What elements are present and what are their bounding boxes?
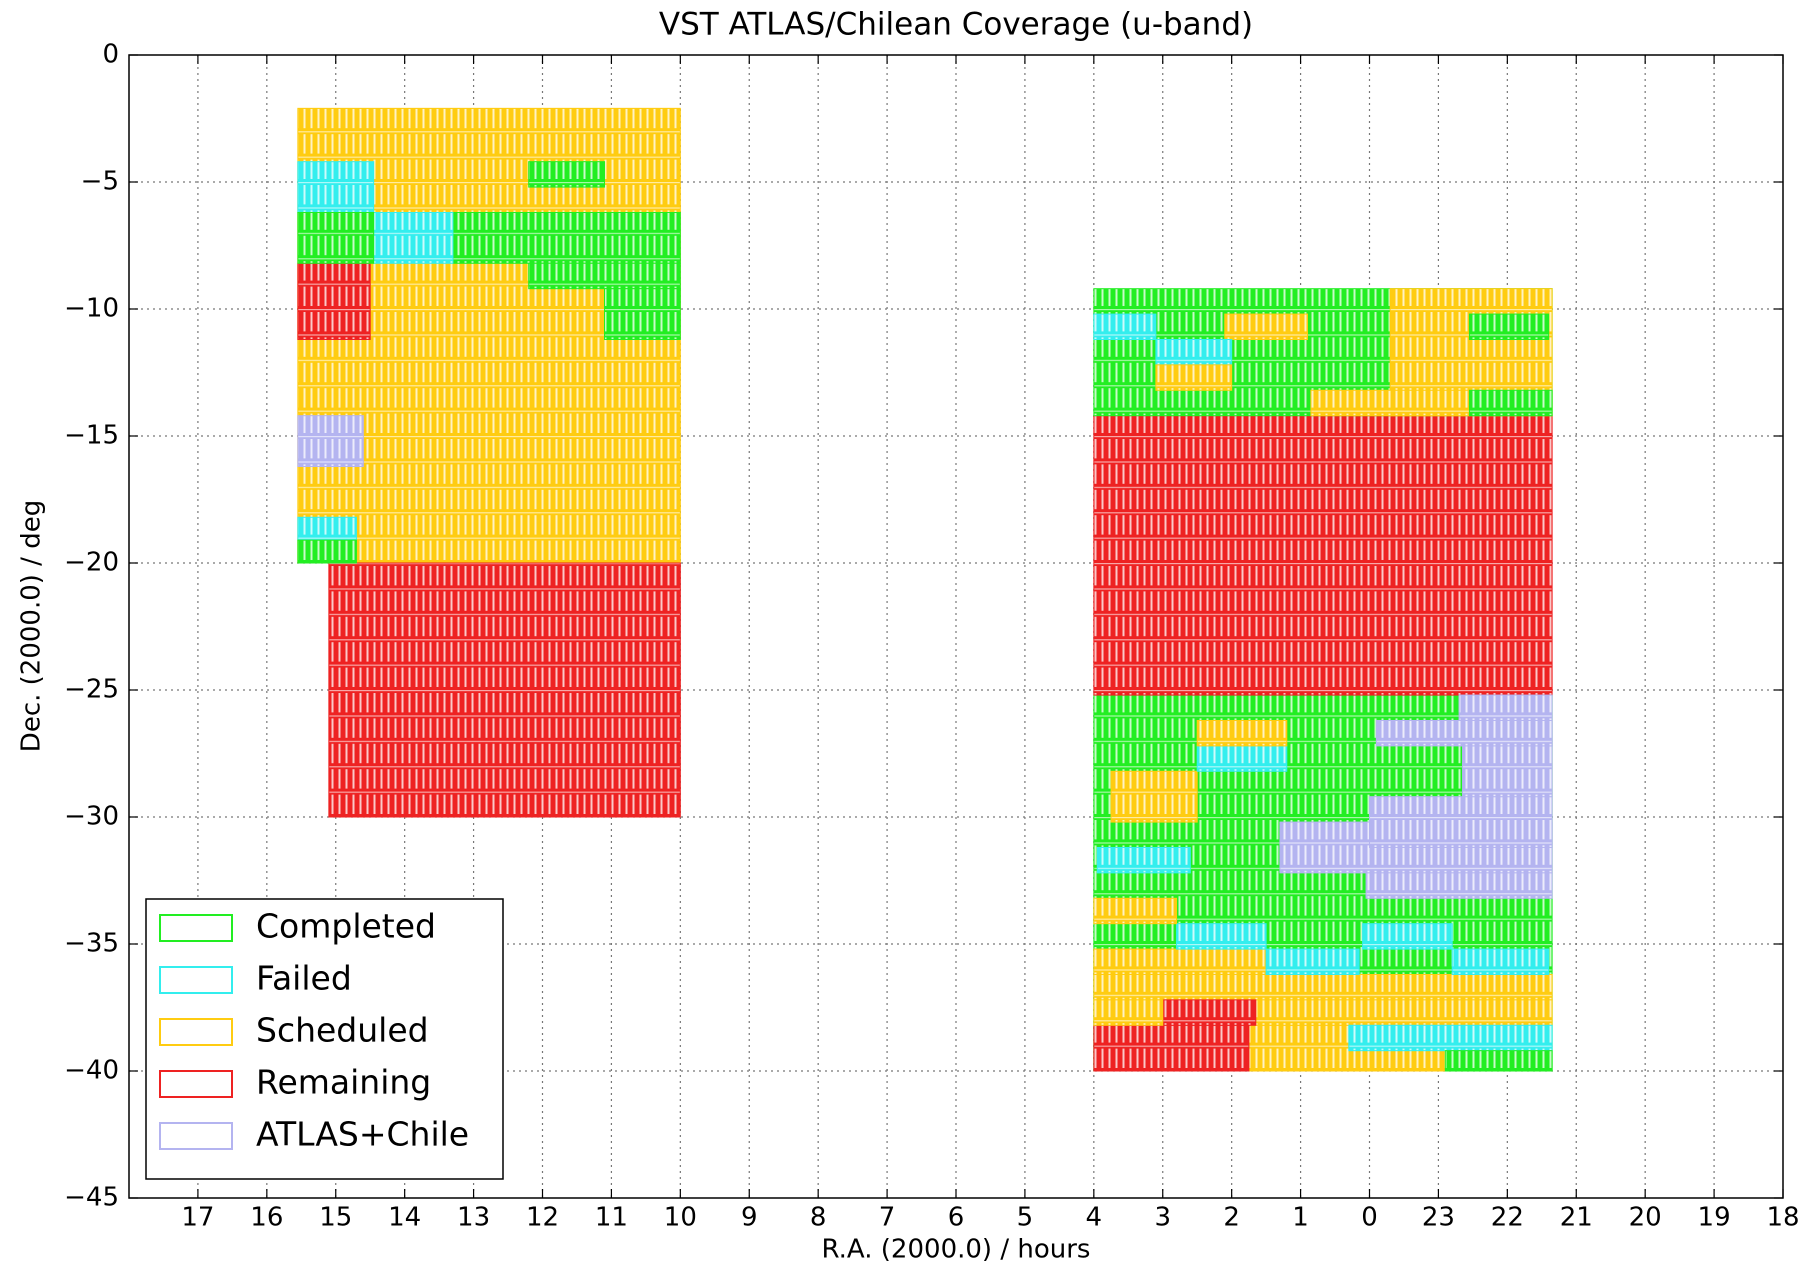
x-tick-label: 15	[319, 1203, 352, 1233]
legend-swatch	[159, 966, 233, 994]
y-tick-label: −20	[64, 548, 119, 578]
coverage-tile	[1093, 313, 1157, 340]
coverage-tile	[297, 262, 371, 340]
coverage-tile	[528, 161, 606, 188]
x-tick-label: 4	[1086, 1203, 1103, 1233]
x-tick-label: 18	[1766, 1203, 1799, 1233]
x-tick-label: 12	[526, 1203, 559, 1233]
legend-swatch	[159, 1018, 233, 1046]
coverage-tile	[1444, 1050, 1553, 1072]
coverage-tile	[1162, 999, 1257, 1026]
x-tick-label: 23	[1422, 1203, 1455, 1233]
y-tick-label: −30	[64, 802, 119, 832]
coverage-tile	[297, 415, 364, 467]
legend-label: ATLAS+Chile	[256, 1115, 469, 1154]
x-tick-label: 14	[388, 1203, 421, 1233]
y-tick-label: −45	[64, 1183, 119, 1213]
coverage-tile	[1265, 948, 1360, 975]
coverage-tile	[1176, 923, 1267, 950]
x-tick-label: 9	[741, 1203, 758, 1233]
coverage-tile	[604, 288, 681, 340]
x-tick-label: 20	[1629, 1203, 1662, 1233]
coverage-tile	[1093, 999, 1164, 1026]
x-axis-label: R.A. (2000.0) / hours	[822, 1235, 1091, 1265]
legend-label: Remaining	[256, 1063, 431, 1102]
x-tick-label: 17	[181, 1203, 214, 1233]
coverage-tile	[1451, 948, 1550, 975]
y-tick-label: −35	[64, 929, 119, 959]
x-tick-label: 8	[810, 1203, 827, 1233]
y-tick-label: 0	[102, 40, 119, 70]
coverage-tile	[297, 161, 375, 213]
coverage-tile	[1196, 745, 1288, 772]
y-tick-label: −15	[64, 421, 119, 451]
coverage-tile	[1348, 1024, 1553, 1052]
x-tick-label: 21	[1560, 1203, 1593, 1233]
coverage-tile	[1468, 389, 1553, 417]
y-axis-label: Dec. (2000.0) / deg	[17, 500, 47, 752]
x-tick-label: 2	[1223, 1203, 1240, 1233]
coverage-tile	[1462, 745, 1553, 798]
legend-swatch	[159, 1122, 233, 1150]
coverage-tile	[297, 211, 375, 264]
legend-swatch	[159, 914, 233, 942]
coverage-tile	[1255, 999, 1553, 1026]
coverage-tile	[1155, 364, 1233, 391]
x-tick-label: 13	[457, 1203, 490, 1233]
x-tick-label: 3	[1154, 1203, 1171, 1233]
x-tick-label: 11	[595, 1203, 628, 1233]
coverage-tile	[373, 211, 454, 264]
coverage-tile	[1093, 948, 1267, 975]
coverage-tile	[1224, 313, 1308, 340]
y-tick-label: −40	[64, 1056, 119, 1086]
x-tick-label: 10	[664, 1203, 697, 1233]
coverage-tile	[1196, 719, 1288, 747]
coverage-tile	[328, 562, 681, 818]
coverage-tile	[1093, 415, 1553, 696]
coverage-tile	[1093, 897, 1178, 925]
coverage-tile	[1365, 872, 1553, 899]
x-tick-label: 16	[250, 1203, 283, 1233]
y-tick-label: −25	[64, 675, 119, 705]
legend-label: Completed	[256, 907, 436, 946]
coverage-tile	[1093, 973, 1553, 1001]
coverage-tile	[1093, 1024, 1250, 1072]
coverage-tile	[452, 211, 681, 264]
x-tick-label: 0	[1361, 1203, 1378, 1233]
y-tick-label: −10	[64, 294, 119, 324]
x-tick-label: 1	[1292, 1203, 1309, 1233]
coverage-tile	[1155, 338, 1233, 366]
legend-label: Scheduled	[256, 1011, 429, 1050]
x-tick-label: 5	[1017, 1203, 1034, 1233]
legend-box	[145, 898, 504, 1180]
legend-swatch	[159, 1070, 233, 1098]
coverage-tile	[1096, 846, 1191, 874]
legend-label: Failed	[256, 959, 352, 998]
coverage-tile	[1310, 389, 1470, 417]
x-tick-label: 6	[948, 1203, 965, 1233]
chart-title: VST ATLAS/Chilean Coverage (u-band)	[659, 7, 1253, 43]
x-tick-label: 7	[879, 1203, 896, 1233]
legend: Completed Failed Scheduled Remaining ATLAS+C…	[145, 898, 504, 1180]
coverage-tile	[1110, 770, 1198, 823]
x-tick-label: 22	[1491, 1203, 1524, 1233]
coverage-tile	[1375, 719, 1553, 747]
coverage-tile	[1369, 796, 1553, 848]
coverage-tile	[1468, 313, 1550, 340]
x-tick-label: 19	[1698, 1203, 1731, 1233]
coverage-tile	[528, 262, 681, 290]
coverage-tile	[297, 516, 357, 541]
coverage-tile	[297, 539, 357, 564]
coverage-tile	[1362, 923, 1453, 950]
y-tick-label: −5	[81, 167, 119, 197]
